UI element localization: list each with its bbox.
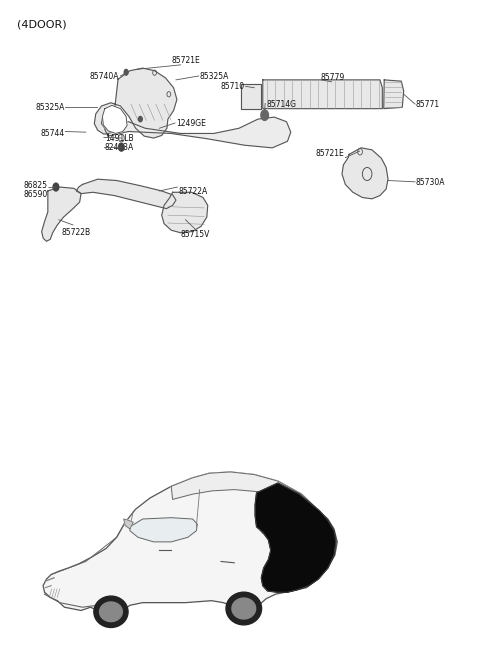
Text: 85325A: 85325A — [200, 72, 229, 81]
Circle shape — [138, 117, 142, 122]
Text: 85721E: 85721E — [316, 150, 344, 158]
Circle shape — [119, 143, 124, 151]
Polygon shape — [76, 179, 176, 209]
Polygon shape — [162, 192, 208, 233]
Text: 85710: 85710 — [221, 82, 245, 91]
Text: 82423A: 82423A — [105, 144, 134, 152]
Text: 85325A: 85325A — [35, 103, 64, 112]
Text: 86590: 86590 — [24, 190, 48, 199]
Text: 85730A: 85730A — [416, 178, 445, 187]
Text: 1249GE: 1249GE — [176, 119, 206, 128]
Ellipse shape — [99, 602, 122, 621]
Polygon shape — [255, 483, 336, 592]
Text: 85721E: 85721E — [171, 56, 200, 65]
Polygon shape — [105, 117, 291, 148]
Text: 85779: 85779 — [320, 74, 345, 82]
Ellipse shape — [232, 598, 256, 619]
Polygon shape — [263, 80, 383, 109]
Text: (4DOOR): (4DOOR) — [17, 19, 67, 29]
Text: 85714G: 85714G — [266, 100, 296, 109]
Polygon shape — [241, 84, 261, 109]
Circle shape — [261, 110, 268, 121]
Text: 85715V: 85715V — [180, 230, 210, 239]
Text: 85722A: 85722A — [179, 187, 207, 196]
Polygon shape — [342, 148, 388, 199]
Polygon shape — [130, 518, 197, 542]
Circle shape — [53, 183, 59, 191]
Text: 85771: 85771 — [416, 100, 440, 109]
Text: 85744: 85744 — [40, 129, 64, 138]
Polygon shape — [42, 187, 81, 241]
Polygon shape — [43, 472, 337, 614]
Polygon shape — [95, 68, 177, 138]
Polygon shape — [384, 80, 404, 109]
Polygon shape — [124, 519, 133, 529]
Text: 1491LB: 1491LB — [105, 134, 133, 142]
Polygon shape — [257, 493, 316, 537]
Circle shape — [124, 69, 128, 74]
Polygon shape — [102, 105, 127, 134]
Polygon shape — [171, 472, 321, 516]
Text: 85740A: 85740A — [89, 72, 119, 81]
Text: 85722B: 85722B — [62, 228, 91, 237]
Text: 86825: 86825 — [24, 181, 48, 190]
Ellipse shape — [94, 596, 128, 627]
Ellipse shape — [226, 592, 262, 625]
